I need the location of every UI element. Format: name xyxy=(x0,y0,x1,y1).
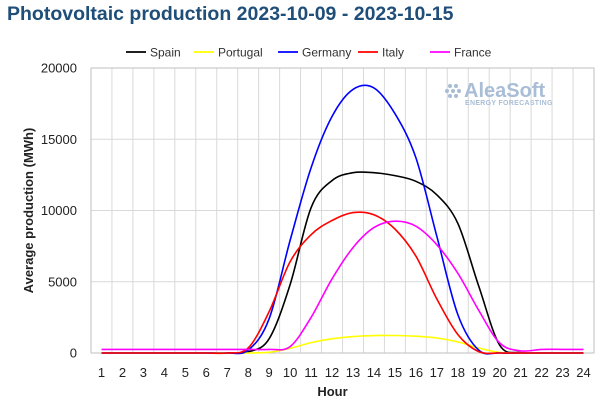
legend-label: Spain xyxy=(150,46,181,60)
x-tick-label: 4 xyxy=(161,365,168,380)
logo-dot xyxy=(450,88,456,94)
x-tick-label: 8 xyxy=(245,365,252,380)
legend-item-france: France xyxy=(430,46,492,60)
logo-name: AleaSoft xyxy=(464,80,545,102)
x-tick-label: 1 xyxy=(98,365,105,380)
legend-label: Portugal xyxy=(218,46,263,60)
y-tick-label: 10000 xyxy=(41,203,77,218)
grid-lines xyxy=(91,68,594,353)
logo-dot xyxy=(453,93,459,99)
chart-title: Photovoltaic production 2023-10-09 - 202… xyxy=(7,3,454,25)
legend-item-spain: Spain xyxy=(126,46,181,60)
legend-item-portugal: Portugal xyxy=(194,46,263,60)
x-tick-label: 9 xyxy=(266,365,273,380)
legend-item-italy: Italy xyxy=(358,46,404,60)
x-tick-label: 10 xyxy=(283,365,297,380)
logo-dot xyxy=(447,93,453,99)
logo-dot xyxy=(447,83,453,89)
x-tick-label: 2 xyxy=(119,365,126,380)
logo-tagline: ENERGY FORECASTING xyxy=(465,100,553,107)
x-tick-label: 24 xyxy=(576,365,590,380)
legend-label: Germany xyxy=(302,46,351,60)
x-tick-label: 16 xyxy=(409,365,423,380)
x-tick-label: 19 xyxy=(471,365,485,380)
x-tick-label: 18 xyxy=(451,365,465,380)
legend: Spain Portugal Germany Italy France xyxy=(126,46,492,60)
x-tick-label: 3 xyxy=(140,365,147,380)
plot-area xyxy=(90,67,595,354)
legend-item-germany: Germany xyxy=(278,46,351,60)
series-lines xyxy=(101,84,584,355)
x-tick-label: 7 xyxy=(224,365,231,380)
y-tick-label: 15000 xyxy=(41,132,77,147)
logo-dot xyxy=(456,88,462,94)
x-tick-label: 21 xyxy=(513,365,527,380)
x-tick-label: 17 xyxy=(430,365,444,380)
x-tick-label: 5 xyxy=(182,365,189,380)
x-tick-label: 22 xyxy=(534,365,548,380)
series-line-france xyxy=(101,220,584,352)
y-axis-ticks: 0 5000 10000 15000 20000 xyxy=(41,61,77,361)
y-axis-title: Average production (MWh) xyxy=(21,128,36,294)
x-axis-title: Hour xyxy=(317,384,347,399)
x-tick-label: 15 xyxy=(388,365,402,380)
logo-dot xyxy=(453,83,459,89)
legend-label: France xyxy=(454,46,492,60)
x-tick-label: 20 xyxy=(492,365,506,380)
x-tick-label: 11 xyxy=(304,365,318,380)
x-tick-label: 6 xyxy=(203,365,210,380)
legend-label: Italy xyxy=(382,46,404,60)
x-tick-label: 13 xyxy=(346,365,360,380)
x-tick-label: 14 xyxy=(367,365,381,380)
logo-dot xyxy=(444,88,450,94)
y-tick-label: 0 xyxy=(70,346,77,361)
x-axis-ticks: 1 2 3 4 5 6 7 8 9 10 11 12 13 14 15 16 17 18 19 20 21 22 23 24 xyxy=(98,365,591,380)
series-line-italy xyxy=(101,211,584,355)
y-tick-label: 20000 xyxy=(41,61,77,76)
y-tick-label: 5000 xyxy=(48,274,77,289)
x-tick-label: 12 xyxy=(325,365,339,380)
x-tick-label: 23 xyxy=(555,365,569,380)
